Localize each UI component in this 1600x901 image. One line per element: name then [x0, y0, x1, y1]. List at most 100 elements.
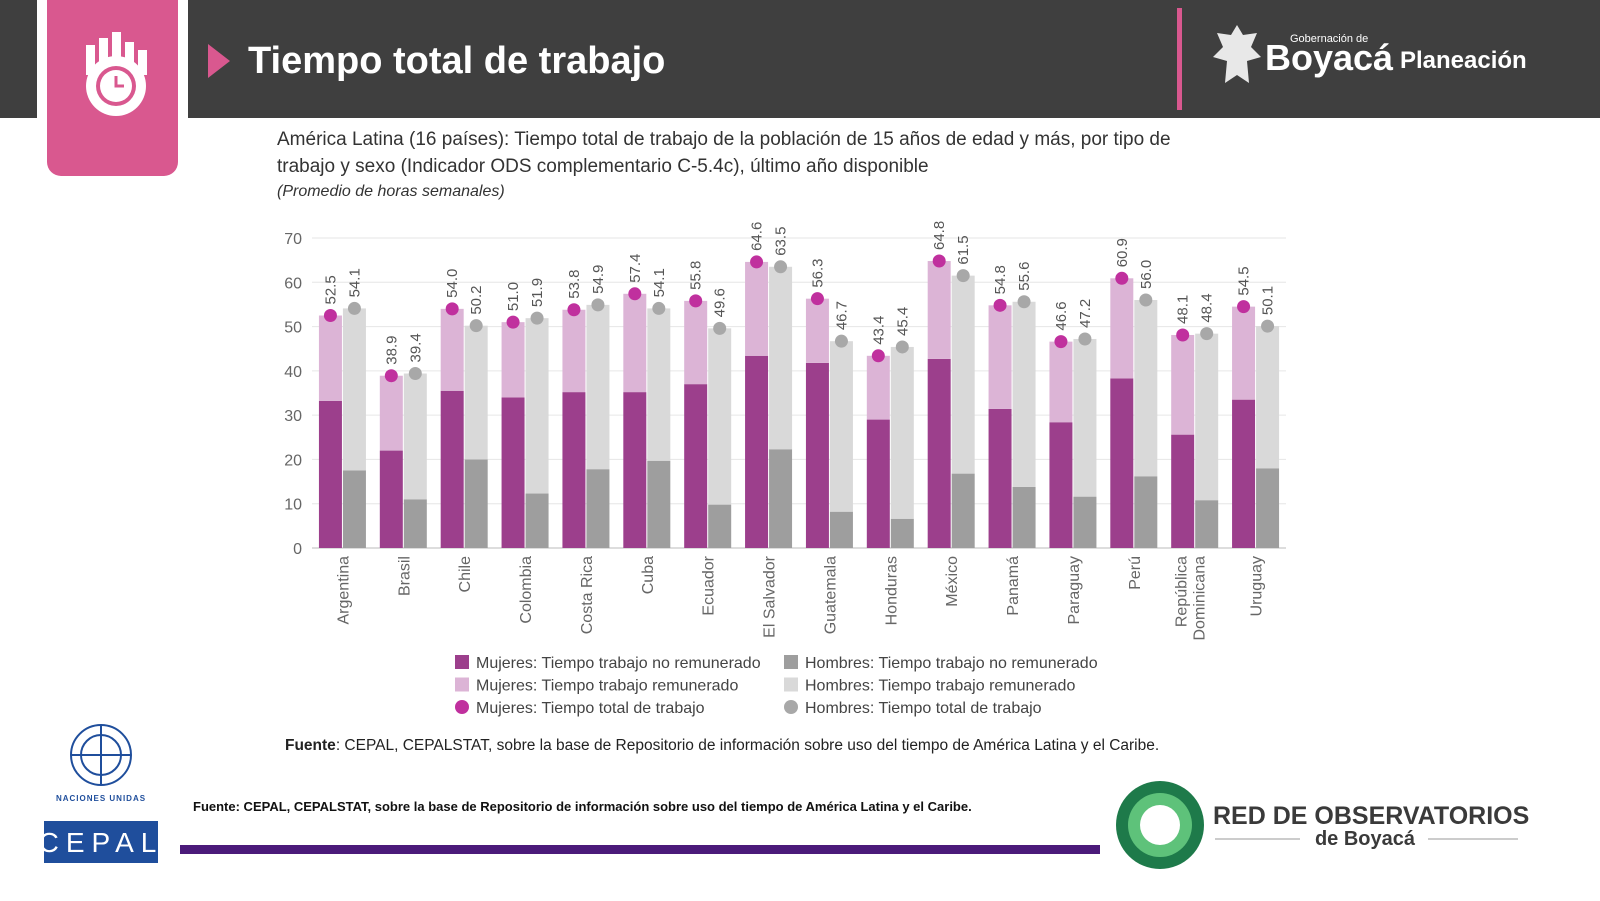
x-tick-label: Chile	[457, 556, 474, 593]
y-tick-label: 30	[284, 408, 302, 425]
y-tick-label: 10	[284, 497, 302, 514]
bar-segment	[464, 459, 488, 548]
y-tick-label: 0	[293, 541, 302, 558]
total-dot	[713, 321, 727, 335]
legend-swatch	[455, 700, 469, 714]
bar-segment	[684, 384, 708, 548]
value-label: 57.4	[627, 254, 644, 283]
legend-label: Hombres: Tiempo total de trabajo	[805, 700, 1042, 717]
bar-segment	[866, 355, 890, 420]
value-label: 46.7	[833, 301, 850, 330]
bar-segment	[988, 305, 1012, 409]
bar-segment	[684, 300, 708, 385]
bar-segment	[708, 328, 732, 505]
bar-segment	[647, 460, 671, 548]
total-dot	[689, 294, 703, 308]
bar-segment	[1110, 378, 1134, 548]
total-dot	[871, 349, 885, 363]
page-title: Tiempo total de trabajo	[248, 40, 665, 82]
value-label: 46.6	[1053, 301, 1070, 330]
bar-segment	[988, 408, 1012, 548]
total-dot	[895, 340, 909, 354]
bar-segment	[464, 325, 488, 460]
header-bar	[188, 0, 1600, 118]
x-tick-label: Cuba	[640, 556, 657, 594]
network-name: RED DE OBSERVATORIOS	[1213, 802, 1529, 830]
cepal-box	[44, 821, 158, 863]
value-label: 49.6	[712, 288, 729, 317]
footer-source: Fuente: CEPAL, CEPALSTAT, sobre la base …	[193, 799, 972, 814]
value-label: 51.0	[505, 282, 522, 311]
x-tick-label: Costa Rica	[579, 556, 596, 634]
bar-segment	[379, 375, 403, 451]
bar-segment	[829, 511, 853, 548]
bar-segment	[1256, 468, 1280, 548]
bar-segment	[562, 392, 586, 548]
y-tick-label: 60	[284, 275, 302, 292]
value-label: 54.1	[346, 268, 363, 297]
legend-label: Hombres: Tiempo trabajo no remunerado	[805, 655, 1098, 672]
value-label: 55.6	[1016, 262, 1033, 291]
value-label: 47.2	[1077, 299, 1094, 328]
bar-segment	[1049, 341, 1073, 423]
bar-segment	[1256, 326, 1280, 469]
network-sub: de Boyacá	[1315, 828, 1416, 850]
bar-segment	[1232, 306, 1256, 400]
icon-tile-top	[47, 0, 178, 30]
chart-source: Fuente: CEPAL, CEPALSTAT, sobre la base …	[285, 737, 1159, 754]
legend-swatch	[784, 677, 798, 692]
value-label: 60.9	[1114, 238, 1131, 267]
y-tick-label: 70	[284, 231, 302, 248]
legend-label: Hombres: Tiempo trabajo remunerado	[805, 678, 1075, 695]
bar-segment	[890, 518, 914, 548]
bar-segment	[501, 397, 525, 548]
total-dot	[591, 298, 605, 312]
x-tick-label: Panamá	[1005, 556, 1022, 616]
value-label: 56.3	[809, 258, 826, 287]
total-dot	[1115, 271, 1129, 285]
value-label: 50.1	[1260, 286, 1277, 315]
bar-segment	[951, 473, 975, 548]
legend-label: Mujeres: Tiempo total de trabajo	[476, 700, 705, 717]
bar-segment	[1049, 422, 1073, 548]
bar-segment	[1134, 300, 1158, 477]
bar-segment	[866, 419, 890, 548]
legend-swatch	[784, 700, 798, 714]
bar-segment	[769, 266, 793, 450]
total-dot	[567, 303, 581, 317]
bar-segment	[1012, 486, 1036, 548]
bar-segment	[342, 308, 366, 471]
x-tick-label: El Salvador	[762, 555, 779, 637]
x-tick-label: México	[944, 556, 961, 607]
bar-segment	[1110, 278, 1134, 379]
bar-segment	[623, 293, 647, 393]
bar-segment	[1195, 500, 1219, 548]
total-dot	[530, 311, 544, 325]
total-dot	[993, 298, 1007, 312]
x-tick-label: Ecuador	[701, 555, 718, 615]
total-dot	[956, 269, 970, 283]
value-label: 53.8	[566, 270, 583, 299]
bar-segment	[1073, 496, 1097, 548]
x-tick-label: Guatemala	[822, 556, 839, 634]
org-unit: Planeación	[1400, 47, 1527, 74]
bar-segment	[805, 362, 829, 548]
total-dot	[1078, 332, 1092, 346]
total-dot	[1054, 335, 1068, 349]
bar-segment	[745, 355, 769, 548]
total-dot	[1261, 319, 1275, 333]
total-dot	[1017, 295, 1031, 309]
clock-hands	[114, 76, 124, 88]
bar-segment	[342, 470, 366, 548]
total-dot	[1139, 293, 1153, 307]
bar-segment	[1134, 476, 1158, 548]
bar-segment	[927, 358, 951, 548]
value-label: 64.8	[931, 221, 948, 250]
x-tick-label: Perú	[1127, 556, 1144, 590]
total-dot	[932, 254, 946, 268]
total-dot	[750, 255, 764, 269]
total-dot	[652, 301, 666, 315]
footer-line	[180, 845, 1100, 854]
